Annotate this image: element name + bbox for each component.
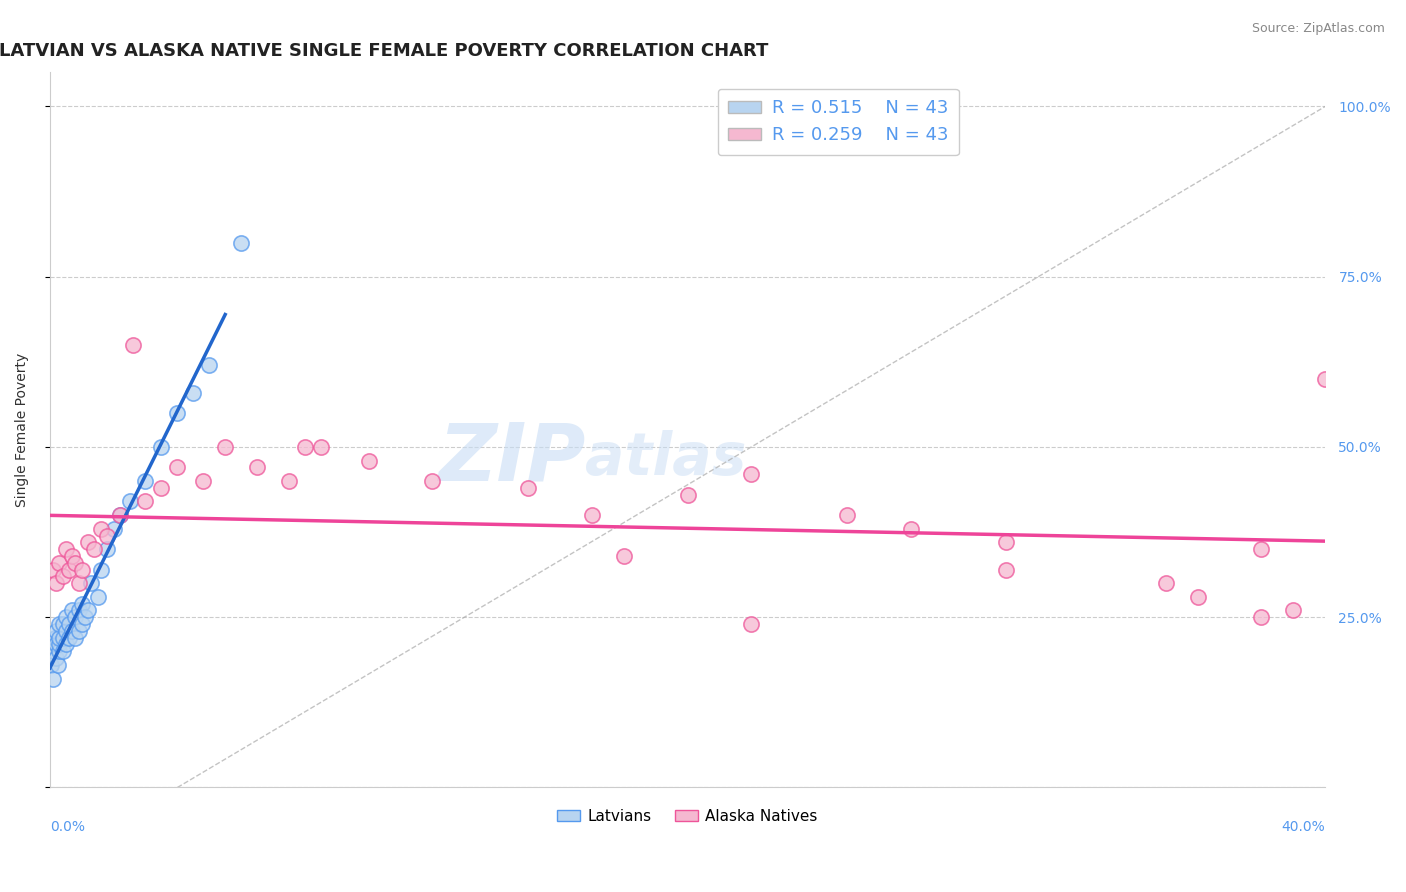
Point [45,651,67,665]
Point [613,549,636,563]
Point [1315,372,1337,386]
Point [65,556,87,570]
Point [67,576,90,591]
Point [198,358,221,372]
Point [48,644,70,658]
Point [1282,603,1305,617]
Point [422,474,444,488]
Point [740,467,762,482]
Point [309,440,332,454]
Point [191,474,214,488]
Point [357,453,380,467]
Point [60,624,83,638]
Point [246,460,269,475]
Point [83,542,105,557]
Point [166,406,188,420]
Point [166,460,188,475]
Point [121,338,143,352]
Text: Source: ZipAtlas.com: Source: ZipAtlas.com [1251,22,1385,36]
Point [1250,542,1272,557]
Point [294,440,316,454]
Point [48,631,70,645]
Point [70,563,93,577]
Point [278,474,301,488]
Text: 0.0%: 0.0% [49,820,84,834]
Point [90,563,112,577]
Y-axis label: Single Female Poverty: Single Female Poverty [15,353,30,507]
Point [96,528,118,542]
Point [45,624,67,638]
Point [42,672,65,686]
Point [46,657,69,672]
Point [44,631,66,645]
Text: 40.0%: 40.0% [1281,820,1326,834]
Point [108,508,131,522]
Point [835,508,858,522]
Point [1154,576,1177,591]
Point [900,522,922,536]
Point [676,488,699,502]
Point [48,617,70,632]
Point [103,522,125,536]
Point [150,440,173,454]
Point [96,542,118,557]
Text: atlas: atlas [585,430,747,487]
Point [52,644,75,658]
Text: ZIP: ZIP [439,419,585,498]
Point [134,474,156,488]
Point [55,542,77,557]
Point [60,603,83,617]
Point [1187,590,1209,604]
Point [80,576,103,591]
Legend: Latvians, Alaska Natives: Latvians, Alaska Natives [551,803,824,830]
Point [181,385,204,400]
Point [52,617,75,632]
Point [65,631,87,645]
Point [55,610,77,624]
Point [740,617,762,632]
Point [995,563,1018,577]
Point [90,522,112,536]
Point [134,494,156,508]
Point [42,644,65,658]
Point [58,617,80,632]
Point [150,481,173,495]
Text: LATVIAN VS ALASKA NATIVE SINGLE FEMALE POVERTY CORRELATION CHART: LATVIAN VS ALASKA NATIVE SINGLE FEMALE P… [0,42,768,60]
Point [214,440,236,454]
Point [42,563,65,577]
Point [52,631,75,645]
Point [86,590,108,604]
Point [995,535,1018,549]
Point [108,508,131,522]
Point [58,563,80,577]
Point [55,624,77,638]
Point [58,631,80,645]
Point [70,597,93,611]
Point [67,603,90,617]
Point [77,535,100,549]
Point [45,638,67,652]
Point [517,481,540,495]
Point [45,576,67,591]
Point [70,617,93,632]
Point [48,638,70,652]
Point [77,603,100,617]
Point [231,235,253,250]
Point [581,508,603,522]
Point [73,610,96,624]
Point [118,494,141,508]
Point [60,549,83,563]
Point [48,556,70,570]
Point [67,624,90,638]
Point [55,638,77,652]
Point [65,610,87,624]
Point [52,569,75,583]
Point [1250,610,1272,624]
Point [41,657,63,672]
